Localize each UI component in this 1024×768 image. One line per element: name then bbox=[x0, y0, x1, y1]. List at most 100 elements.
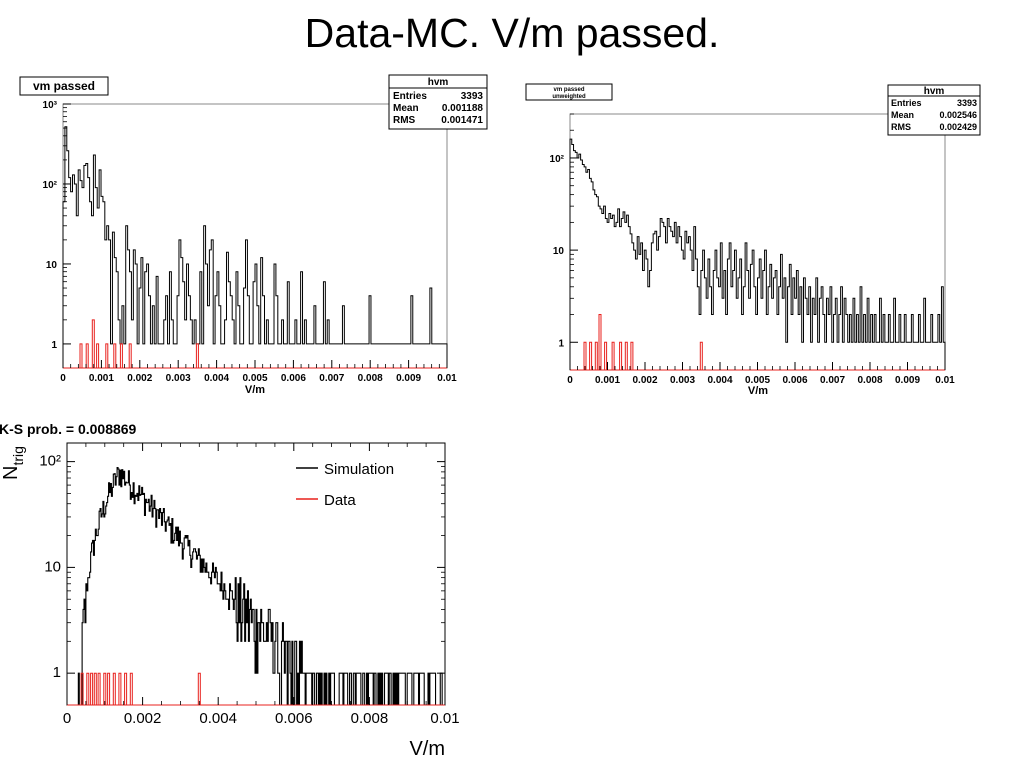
x-axis-label: V/m bbox=[748, 385, 768, 397]
x-tick-label: 0.003 bbox=[166, 373, 191, 384]
stats-mean-label: Mean bbox=[393, 103, 419, 114]
x-tick-label: 0 bbox=[63, 710, 71, 727]
x-tick-label: 0.004 bbox=[199, 710, 237, 727]
histogram-line bbox=[569, 138, 946, 370]
stats-entries-value: 3393 bbox=[461, 91, 484, 102]
stats-rms-label: RMS bbox=[393, 115, 416, 126]
chart-title-box bbox=[525, 83, 613, 101]
x-tick-label: 0.006 bbox=[782, 375, 807, 386]
y-tick-label: 10² bbox=[43, 180, 58, 191]
data-bin bbox=[589, 341, 593, 370]
data-bin bbox=[86, 672, 90, 705]
data-bin bbox=[107, 672, 111, 705]
data-bin bbox=[630, 341, 634, 370]
x-tick-label: 0.007 bbox=[820, 375, 845, 386]
y-tick-label: 10² bbox=[39, 453, 61, 470]
x-axis-label: V/m bbox=[245, 384, 265, 396]
y-tick-label: 10² bbox=[550, 154, 565, 165]
x-tick-label: 0.01 bbox=[430, 710, 459, 727]
x-tick-label: 0.01 bbox=[935, 375, 955, 386]
data-bin bbox=[197, 672, 201, 705]
chart-title-line1: vm passed bbox=[553, 87, 584, 93]
plot-frame bbox=[62, 103, 448, 369]
stats-mean-value: 0.001188 bbox=[442, 103, 484, 114]
simulation-histogram bbox=[67, 466, 445, 706]
data-bin bbox=[129, 672, 133, 705]
y-axis-label-main: N bbox=[0, 466, 22, 480]
x-tick-label: 0 bbox=[60, 373, 66, 384]
legend: Simulation Data bbox=[296, 461, 394, 509]
x-tick-label: 0.006 bbox=[281, 373, 306, 384]
x-tick-label: 0.009 bbox=[895, 375, 920, 386]
stats-mean-label: Mean bbox=[891, 110, 914, 120]
data-bin bbox=[90, 672, 94, 705]
x-tick-label: 0.002 bbox=[127, 373, 152, 384]
x-tick-label: 0.008 bbox=[358, 373, 383, 384]
data-bin bbox=[598, 314, 602, 370]
stats-box: hvm Entries 3393 Mean 0.001188 RMS 0.001… bbox=[388, 74, 488, 130]
legend-label-data: Data bbox=[324, 492, 356, 509]
stats-rms-label: RMS bbox=[891, 122, 911, 132]
stats-name: hvm bbox=[428, 77, 449, 88]
chart-title-box bbox=[19, 76, 109, 96]
x-tick-label: 0.006 bbox=[275, 710, 313, 727]
y-axis: 1 10 10² 10³ bbox=[43, 100, 71, 351]
chart-title: K-S prob. = 0.008869 bbox=[0, 421, 137, 437]
histogram-line bbox=[67, 466, 445, 706]
x-tick-label: 0.005 bbox=[745, 375, 770, 386]
stats-rms-value: 0.001471 bbox=[441, 115, 483, 126]
y-tick-label: 10 bbox=[553, 246, 565, 257]
x-tick-label: 0.008 bbox=[351, 710, 389, 727]
data-bin bbox=[93, 672, 97, 705]
data-bin bbox=[91, 319, 95, 368]
chart-title-line2: unweighted bbox=[552, 94, 586, 100]
data-bin bbox=[103, 672, 107, 705]
data-bin bbox=[119, 343, 123, 368]
x-tick-label: 0.004 bbox=[707, 375, 732, 386]
y-axis: 1 10 10² bbox=[39, 453, 445, 681]
stats-name: hvm bbox=[924, 86, 945, 97]
x-axis-label: V/m bbox=[409, 738, 445, 760]
data-bin bbox=[128, 343, 132, 368]
x-tick-label: 0.001 bbox=[595, 375, 620, 386]
stats-box: hvm Entries 3393 Mean 0.002546 RMS 0.002… bbox=[887, 84, 981, 136]
x-tick-label: 0.007 bbox=[319, 373, 344, 384]
data-bin bbox=[97, 672, 101, 705]
y-axis-label-sub: trig bbox=[10, 446, 26, 465]
y-tick-label: 1 bbox=[558, 338, 564, 349]
legend-label-simulation: Simulation bbox=[324, 461, 394, 478]
data-bin bbox=[624, 341, 628, 370]
y-axis-label: Ntrig bbox=[0, 446, 26, 480]
x-tick-label: 0.009 bbox=[396, 373, 421, 384]
x-tick-label: 0.002 bbox=[124, 710, 162, 727]
y-tick-label: 1 bbox=[51, 340, 57, 351]
data-bin bbox=[619, 341, 623, 370]
data-bin bbox=[699, 341, 703, 370]
vm-passed-chart: vm passed 1 10 10² 10³ 0 0.001 0.002 0.003 0.00… bbox=[19, 74, 488, 396]
x-tick-label: 0.01 bbox=[437, 373, 457, 384]
data-bin bbox=[105, 343, 109, 368]
y-tick-label: 1 bbox=[53, 664, 61, 681]
x-tick-label: 0.003 bbox=[670, 375, 695, 386]
data-bin bbox=[96, 343, 100, 368]
y-tick-label: 10 bbox=[44, 558, 61, 575]
slide-title: Data-MC. V/m passed. bbox=[304, 10, 720, 56]
x-axis: 0 0.001 0.002 0.003 0.004 0.005 0.006 0.007 0.00… bbox=[567, 362, 955, 386]
x-tick-label: 0.008 bbox=[857, 375, 882, 386]
data-bin bbox=[80, 672, 84, 705]
data-bin bbox=[124, 672, 128, 705]
stats-entries-label: Entries bbox=[891, 98, 922, 108]
stats-entries-value: 3393 bbox=[957, 98, 977, 108]
data-bin bbox=[85, 343, 89, 368]
data-bin bbox=[112, 672, 116, 705]
stats-rms-value: 0.002429 bbox=[939, 122, 977, 132]
data-bin bbox=[594, 341, 598, 370]
x-tick-label: 0.002 bbox=[632, 375, 657, 386]
data-bin bbox=[118, 672, 122, 705]
ks-comparison-chart: K-S prob. = 0.008869 Ntrig 1 10 10² 0 0.002… bbox=[0, 421, 460, 760]
stats-entries-label: Entries bbox=[393, 91, 427, 102]
histogram-line bbox=[62, 126, 448, 368]
y-tick-label: 10 bbox=[46, 260, 58, 271]
data-bin bbox=[113, 343, 117, 368]
